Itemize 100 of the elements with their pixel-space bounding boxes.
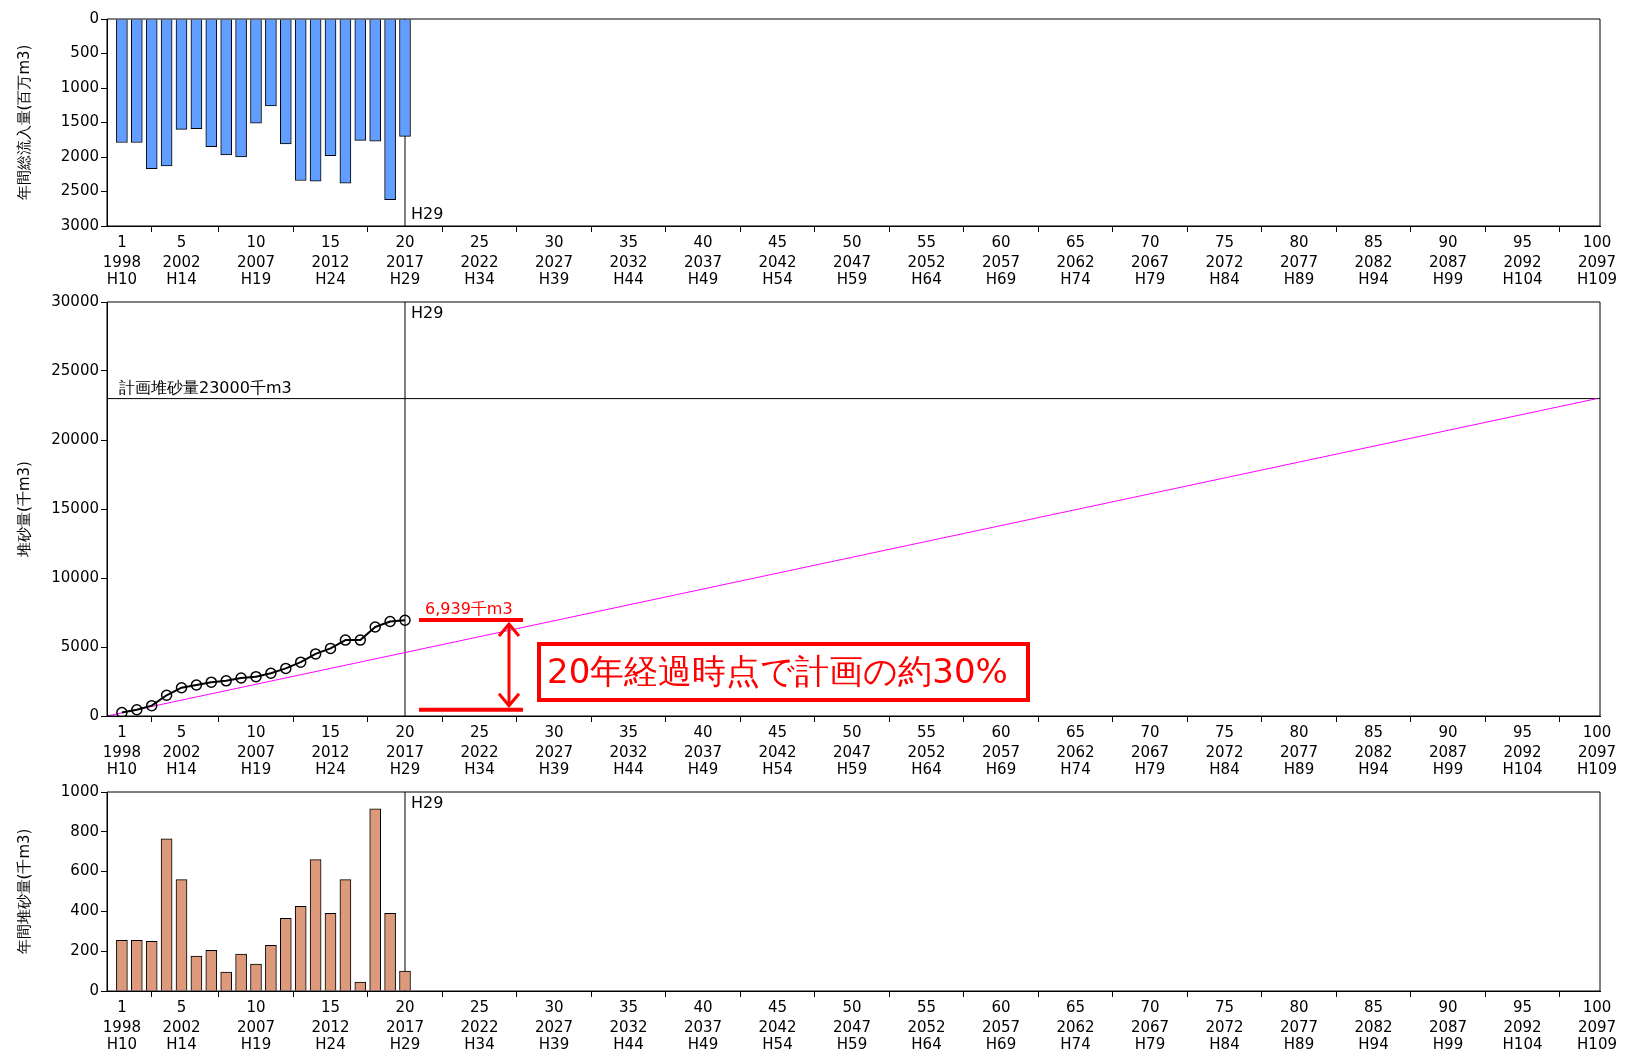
x2-tick-label: 2032 [609,742,648,761]
text: H59 [836,1035,868,1054]
x-tick-label: 80 [1289,722,1309,741]
y-tick-label: 1000 [60,781,99,800]
x2-tick-label: 2037 [683,252,723,271]
x2-tick-label: 2057 [981,1017,1021,1036]
x2-tick-label: 2062 [1056,742,1095,761]
x2-tick-label: 2042 [758,1017,797,1036]
y-tick-label: 800 [70,821,99,840]
x-tick-label: 90 [1438,997,1458,1016]
x-tick-label: 50 [842,232,862,251]
text: H69 [985,270,1017,289]
x-tick-label: 15 [320,997,341,1016]
text: H10 [106,1035,138,1054]
x-tick-label: 30 [544,232,564,251]
y-tick-label: 0 [89,705,99,724]
text: H84 [1209,1035,1240,1054]
x-tick-label: 45 [767,232,788,251]
x2-tick-label: 2017 [385,742,425,761]
x-tick-label: 30 [544,722,564,741]
x2-tick-label: 2072 [1205,252,1244,271]
x2-tick-label: 2072 [1205,742,1244,761]
y-tick-label: 3000 [60,215,99,234]
text: H79 [1134,760,1166,779]
x-tick-label: 30 [544,997,564,1016]
x2-tick-label: 2052 [907,742,946,761]
x2-tick-label: 2047 [832,1017,872,1036]
x2-tick-label: 2082 [1354,252,1393,271]
x-tick-label: 80 [1289,997,1309,1016]
text: H109 [1577,760,1617,779]
x2-tick-label: 2052 [907,1017,946,1036]
x-tick-label: 5 [176,722,187,741]
x-tick-label: 20 [395,997,415,1016]
x-tick-label: 55 [916,997,937,1016]
x-tick-label: 20 [395,232,415,251]
text: H74 [1060,270,1091,289]
text: H39 [538,270,570,289]
x-tick-label: 20 [395,722,415,741]
x2-tick-label: 2062 [1056,1017,1095,1036]
text: H64 [911,270,942,289]
x-tick-label: 60 [991,722,1011,741]
y-tick-label: 400 [70,901,99,920]
y-tick-label: 1500 [60,112,99,131]
text: H99 [1432,760,1464,779]
annotation: 20年経過時点で計画の約30% [537,642,1030,702]
x-tick-label: 90 [1438,722,1458,741]
text: H84 [1209,760,1240,779]
x2-tick-label: 2087 [1428,742,1468,761]
x-tick-label: 40 [693,997,713,1016]
text: H44 [613,760,644,779]
y-tick-label: 2000 [60,146,99,165]
text: H14 [166,760,197,779]
x2-tick-label: 2017 [385,1017,425,1036]
x2-tick-label: 2017 [385,252,425,271]
text: H39 [538,760,570,779]
y-axis-title: 年間総流入量(百万m3) [14,44,33,201]
text: H109 [1577,1035,1617,1054]
text: H74 [1060,760,1091,779]
x-tick-label: 15 [320,232,341,251]
x2-tick-label: 2057 [981,742,1021,761]
y-tick-label: 5000 [60,636,99,655]
text: H44 [613,270,644,289]
text: H104 [1502,1035,1543,1054]
text: H24 [315,760,346,779]
x2-tick-label: 2012 [311,742,350,761]
text: H94 [1358,760,1389,779]
x-tick-label: 75 [1214,232,1235,251]
y-tick-label: 200 [70,941,99,960]
x-tick-label: 80 [1289,232,1309,251]
x2-tick-label: 2022 [460,742,499,761]
text: H24 [315,270,346,289]
x-tick-label: 70 [1140,997,1160,1016]
text: H54 [762,270,793,289]
x2-tick-label: 2072 [1205,1017,1244,1036]
text: H10 [106,270,138,289]
x-tick-label: 60 [991,232,1011,251]
x2-tick-label: 2042 [758,742,797,761]
x-tick-label: 35 [618,722,639,741]
text: H94 [1358,1035,1389,1054]
x2-tick-label: 1998 [102,742,141,761]
text: H49 [687,270,719,289]
x-tick-label: 95 [1512,722,1533,741]
x2-tick-label: 2027 [534,742,574,761]
text: H104 [1502,760,1543,779]
x-tick-label: 100 [1582,722,1612,741]
x-tick-label: 65 [1065,232,1086,251]
x2-tick-label: 2002 [162,742,201,761]
x-tick-label: 15 [320,722,341,741]
text: H49 [687,760,719,779]
x2-tick-label: 2002 [162,252,201,271]
text: H94 [1358,270,1389,289]
text: H49 [687,1035,719,1054]
x2-tick-label: 2092 [1503,252,1542,271]
x2-tick-label: 1998 [102,1017,141,1036]
x2-tick-label: 2062 [1056,252,1095,271]
text: H24 [315,1035,346,1054]
x-tick-label: 5 [176,997,187,1016]
x2-tick-label: 2092 [1503,742,1542,761]
text: H54 [762,760,793,779]
x-tick-label: 75 [1214,997,1235,1016]
